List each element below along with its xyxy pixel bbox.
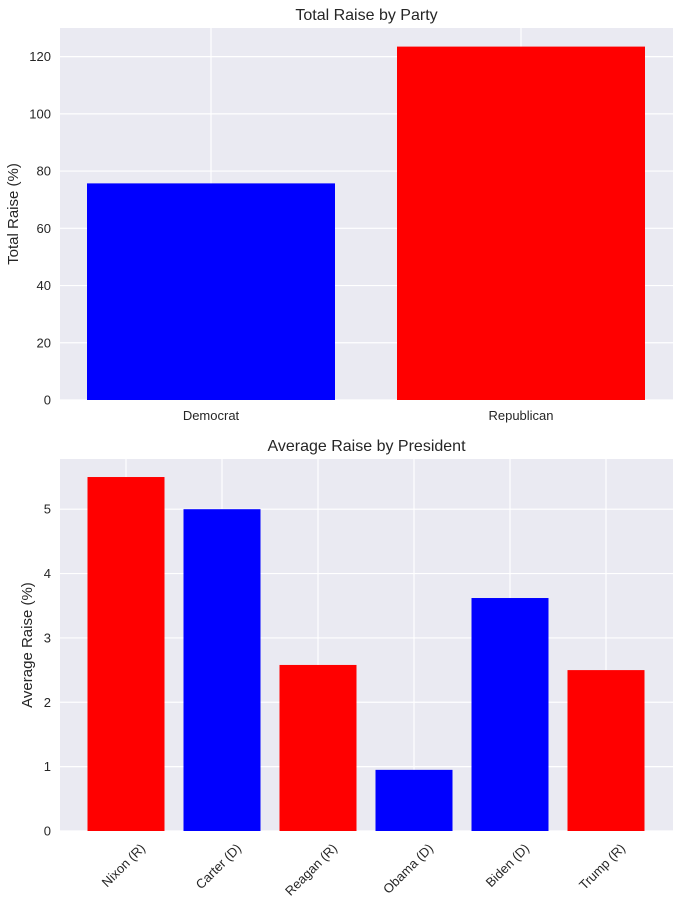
x-tick-label: Biden (D) bbox=[483, 841, 532, 890]
bar-reagan-r bbox=[279, 664, 357, 831]
y-tick-label: 1 bbox=[44, 759, 51, 774]
y-tick-label: 4 bbox=[44, 566, 51, 581]
y-tick-label: 3 bbox=[44, 630, 51, 645]
chart-1: 0 1 2 3 4 5 Nixon (R) Carter (D) Reagan (R) Obama… bbox=[19, 438, 673, 899]
bar-carter-d bbox=[183, 509, 261, 831]
y-tick-label: 60 bbox=[37, 221, 51, 236]
y-tick-label: 100 bbox=[29, 106, 51, 121]
y-tick-label: 0 bbox=[44, 824, 51, 839]
chart-0: 0 20 40 60 80 100 120 Democrat Republican Total R… bbox=[5, 7, 673, 423]
y-tick-label: 120 bbox=[29, 49, 51, 64]
bar-democrat bbox=[87, 183, 335, 400]
x-tick-label: Carter (D) bbox=[193, 841, 244, 892]
bar-obama-d bbox=[375, 769, 453, 831]
x-tick-label: Trump (R) bbox=[576, 841, 628, 893]
y-axis-label: Total Raise (%) bbox=[5, 163, 22, 265]
y-tick-label: 80 bbox=[37, 164, 51, 179]
chart-title: Total Raise by Party bbox=[295, 7, 437, 24]
x-tick-label: Obama (D) bbox=[380, 841, 436, 897]
x-tick-label: Nixon (R) bbox=[99, 841, 148, 890]
y-tick-label: 5 bbox=[44, 502, 51, 517]
bar-republican bbox=[397, 46, 645, 400]
x-tick-label: Republican bbox=[488, 408, 553, 423]
y-tick-label: 0 bbox=[44, 393, 51, 408]
bar-nixon-r bbox=[87, 477, 165, 831]
chart-title: Average Raise by President bbox=[267, 438, 466, 455]
x-tick-label: Reagan (R) bbox=[282, 841, 340, 899]
y-tick-label: 40 bbox=[37, 278, 51, 293]
y-axis-label: Average Raise (%) bbox=[19, 582, 36, 708]
y-tick-label: 20 bbox=[37, 335, 51, 350]
x-tick-label: Democrat bbox=[183, 408, 240, 423]
bar-trump-r bbox=[567, 670, 645, 831]
y-tick-label: 2 bbox=[44, 695, 51, 710]
bar-biden-d bbox=[471, 598, 549, 831]
